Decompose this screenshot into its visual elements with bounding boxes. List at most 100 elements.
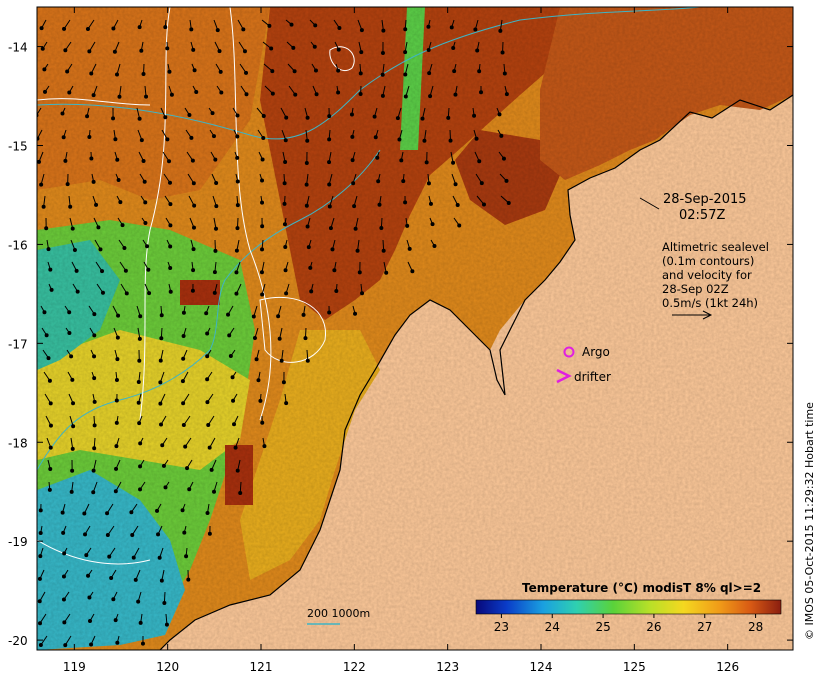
velocity-vector-head: [61, 597, 66, 602]
lat-tick-label: -16: [8, 238, 28, 252]
velocity-vector-head: [231, 398, 236, 403]
velocity-vectors: [37, 19, 511, 648]
velocity-vector-head: [204, 311, 209, 316]
velocity-vector-head: [136, 380, 141, 385]
velocity-vector-head: [360, 291, 365, 296]
velocity-vector-head: [187, 113, 192, 118]
velocity-vector-head: [143, 221, 148, 226]
velocity-vector-head: [376, 179, 381, 184]
velocity-vector-head: [69, 489, 74, 494]
velocity-vector-head: [160, 443, 165, 448]
velocity-vector-head: [138, 464, 143, 469]
velocity-vector-head: [432, 243, 437, 248]
velocity-vector-head: [144, 94, 149, 99]
velocity-vector-head: [270, 69, 275, 74]
velocity-vector-head: [129, 510, 134, 515]
velocity-vector-head: [380, 50, 385, 55]
velocity-vector-head: [474, 136, 479, 141]
velocity-vector-head: [251, 314, 256, 319]
velocity-vector-head: [327, 114, 332, 119]
velocity-vector-head: [350, 158, 355, 163]
velocity-vector-head: [336, 47, 341, 52]
velocity-vector-head: [428, 201, 433, 206]
lon-tick-label: 124: [530, 660, 553, 674]
velocity-vector-head: [92, 423, 97, 428]
velocity-vector-head: [187, 487, 192, 492]
velocity-vector-head: [67, 310, 72, 315]
longitude-axis: 119 120 121 122 123 124 125 126: [63, 7, 739, 674]
pointer-line: [639, 197, 660, 210]
velocity-vector-head: [182, 530, 187, 535]
velocity-vector-head: [230, 375, 235, 380]
velocity-vector-head: [75, 289, 80, 294]
velocity-vector-head: [63, 158, 68, 163]
velocity-vector-head: [241, 27, 246, 32]
velocity-vector-head: [212, 270, 217, 275]
lat-tick-label: -19: [8, 535, 28, 549]
velocity-vector-head: [142, 179, 147, 184]
velocity-vector-head: [293, 92, 298, 97]
velocity-vector-head: [136, 400, 141, 405]
velocity-vector-head: [306, 245, 311, 250]
velocity-vector-head: [70, 446, 75, 451]
velocity-vector-head: [169, 92, 174, 97]
velocity-vector-head: [214, 204, 219, 209]
velocity-vector-head: [377, 202, 382, 207]
velocity-vector-head: [168, 265, 173, 270]
velocity-vector-head: [358, 92, 363, 97]
velocity-vector-head: [167, 69, 172, 74]
velocity-vector-head: [168, 289, 173, 294]
velocity-vector-head: [260, 247, 265, 252]
velocity-vector-head: [138, 620, 143, 625]
colorbar: [475, 599, 782, 615]
velocity-vector-head: [120, 223, 125, 228]
velocity-vector-head: [334, 288, 339, 293]
velocity-vector-head: [138, 441, 143, 446]
velocity-vector-head: [205, 377, 210, 382]
velocity-vector-head: [457, 223, 462, 228]
velocity-vector-head: [426, 48, 431, 53]
velocity-vector-head: [162, 600, 167, 605]
velocity-vector-head: [87, 49, 92, 54]
velocity-vector-head: [381, 248, 386, 253]
velocity-vector-head: [498, 28, 503, 33]
velocity-vector-head: [184, 554, 189, 559]
velocity-vector-head: [165, 137, 170, 142]
velocity-vector-head: [226, 312, 231, 317]
velocity-vector-head: [327, 137, 332, 142]
velocity-vector-head: [205, 354, 210, 359]
velocity-vector-head: [426, 181, 431, 186]
velocity-vector-head: [114, 378, 119, 383]
velocity-vector-head: [189, 135, 194, 140]
velocity-vector-head: [186, 577, 191, 582]
velocity-vector-head: [217, 49, 222, 54]
velocity-vector-head: [92, 376, 97, 381]
velocity-vector-head: [292, 69, 297, 74]
velocity-vector-head: [181, 356, 186, 361]
velocity-vector-head: [100, 269, 105, 274]
map-frame: [36, 6, 794, 651]
velocity-vector-head: [163, 485, 168, 490]
velocity-vector-head: [455, 203, 460, 208]
velocity-vector-head: [46, 356, 51, 361]
velocity-vector-head: [72, 247, 77, 252]
velocity-vector-head: [136, 599, 141, 604]
velocity-vector-head: [451, 160, 456, 165]
velocity-vector-head: [477, 159, 482, 164]
coastline: [159, 94, 793, 650]
velocity-vector-head: [61, 574, 66, 579]
velocity-vector-head: [235, 113, 240, 118]
lon-tick-label: 126: [716, 660, 739, 674]
velocity-vector-head: [304, 203, 309, 208]
velocity-vector-head: [260, 292, 265, 297]
lon-tick-label: 120: [156, 660, 179, 674]
velocity-vector-head: [327, 204, 332, 209]
velocity-vector-head: [214, 180, 219, 185]
lon-tick-label: 125: [623, 660, 646, 674]
map-area: Argo drifter 28-Sep-2015 02:57Z Altimetr…: [37, 7, 793, 650]
velocity-vector-head: [86, 573, 91, 578]
velocity-vector-head: [205, 400, 210, 405]
velocity-vector-head: [181, 333, 186, 338]
velocity-vector-head: [122, 246, 127, 251]
bathymetry-1000m: [37, 149, 381, 471]
